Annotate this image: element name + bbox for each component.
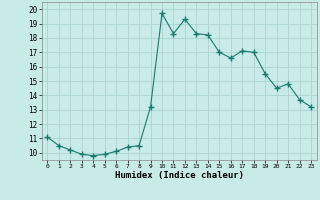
X-axis label: Humidex (Indice chaleur): Humidex (Indice chaleur) xyxy=(115,171,244,180)
